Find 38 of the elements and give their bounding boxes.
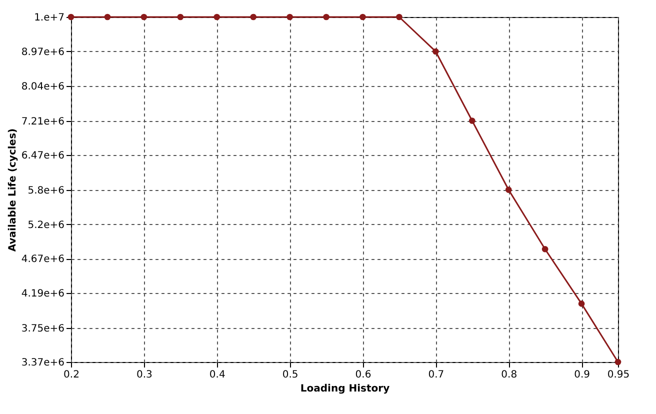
point [214, 14, 220, 20]
point [542, 246, 548, 252]
x-tick-label: 0.9 [574, 370, 590, 380]
y-axis-title: Available Life (cycles) [7, 128, 18, 252]
x-tick-label: 0.4 [209, 370, 226, 380]
x-tick-label: 0.95 [607, 370, 630, 380]
y-tick-label: 4.19e+6 [21, 288, 64, 300]
y-tick-label: 1.e+7 [34, 12, 64, 24]
y-tick-label: 3.75e+6 [21, 324, 64, 335]
point [432, 48, 439, 55]
point [104, 14, 111, 20]
point [505, 186, 512, 193]
point [140, 14, 148, 20]
point [578, 300, 585, 307]
x-tick-label: 0.8 [501, 370, 518, 380]
y-tick-label: 4.67e+6 [21, 254, 64, 266]
y-tick-label: 7.21e+6 [21, 116, 64, 128]
point [396, 14, 402, 20]
x-axis-title: Loading History [300, 384, 390, 394]
point [323, 14, 330, 20]
point [286, 14, 293, 20]
x-tick-label: 0.3 [136, 370, 152, 380]
y-tick-label: 8.97e+6 [21, 46, 64, 58]
x-tick-label: 0.5 [282, 370, 298, 380]
x-tick-label: 0.6 [355, 370, 372, 380]
point [360, 14, 366, 20]
y-tick-label: 5.8e+6 [28, 185, 64, 196]
point [250, 14, 256, 20]
point [68, 14, 74, 20]
y-tick-label: 5.2e+6 [28, 220, 64, 231]
y-tick-label: 8.04e+6 [21, 82, 64, 93]
y-tick-label: 6.47e+6 [21, 150, 64, 162]
x-tick-label: 0.7 [428, 370, 444, 380]
y-tick-label: 3.37e+6 [21, 358, 64, 368]
point [614, 358, 622, 366]
point [177, 14, 184, 20]
x-tick-label: 0.2 [64, 370, 80, 380]
point [468, 118, 476, 124]
